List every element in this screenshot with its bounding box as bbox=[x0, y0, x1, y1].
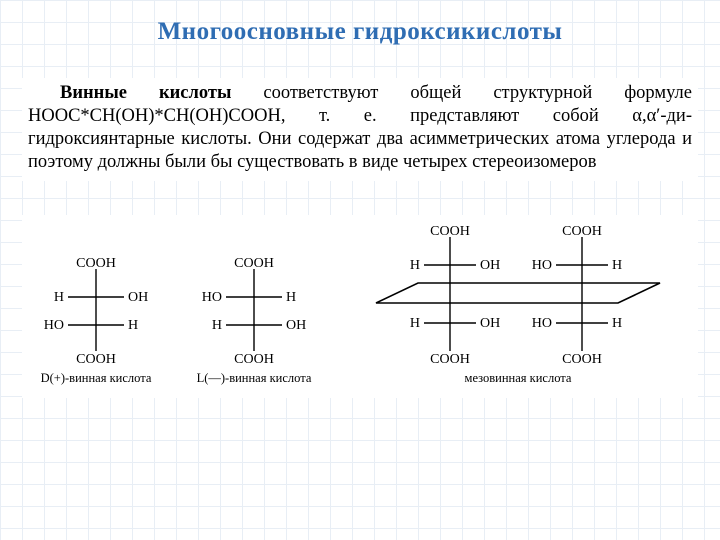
caption-meso: мезовинная кислота bbox=[342, 371, 694, 386]
svg-text:OH: OH bbox=[128, 290, 148, 305]
svg-text:HO: HO bbox=[532, 258, 552, 273]
svg-text:H: H bbox=[54, 290, 64, 305]
structures-row: COOH H OH HO H COOH D(+)-винная кислота bbox=[22, 215, 698, 398]
fischer-d-plus: COOH H OH HO H COOH bbox=[26, 255, 166, 365]
svg-text:HO: HO bbox=[44, 318, 64, 333]
svg-text:H: H bbox=[410, 316, 420, 331]
svg-text:COOH: COOH bbox=[430, 225, 470, 239]
structure-d-plus: COOH H OH HO H COOH D(+)-винная кислота bbox=[26, 255, 166, 386]
svg-text:H: H bbox=[286, 290, 296, 305]
svg-text:COOH: COOH bbox=[76, 352, 116, 365]
svg-text:COOH: COOH bbox=[562, 352, 602, 365]
svg-text:COOH: COOH bbox=[430, 352, 470, 365]
svg-text:H: H bbox=[612, 258, 622, 273]
svg-text:H: H bbox=[410, 258, 420, 273]
caption-l-minus: L(—)-винная кислота bbox=[184, 371, 324, 386]
svg-text:HO: HO bbox=[202, 290, 222, 305]
svg-text:H: H bbox=[612, 316, 622, 331]
svg-text:OH: OH bbox=[480, 316, 500, 331]
svg-text:H: H bbox=[212, 318, 222, 333]
svg-text:H: H bbox=[128, 318, 138, 333]
structure-l-minus: COOH HO H H OH COOH L(—)-винная кислота bbox=[184, 255, 324, 386]
svg-text:OH: OH bbox=[480, 258, 500, 273]
svg-text:COOH: COOH bbox=[234, 352, 274, 365]
svg-text:HO: HO bbox=[532, 316, 552, 331]
meso-diagram: COOH H OH H OH COOH COOH HO H HO bbox=[368, 225, 668, 365]
slide-content: Многоосновные гидроксикислоты Винные кис… bbox=[0, 0, 720, 398]
svg-text:COOH: COOH bbox=[76, 256, 116, 271]
slide-title: Многоосновные гидроксикислоты bbox=[0, 0, 720, 52]
body-paragraph: Винные кислоты соответствуют общей струк… bbox=[22, 78, 698, 181]
svg-text:OH: OH bbox=[286, 318, 306, 333]
structure-meso: COOH H OH H OH COOH COOH HO H HO bbox=[342, 225, 694, 386]
svg-text:COOH: COOH bbox=[562, 225, 602, 239]
caption-d-plus: D(+)-винная кислота bbox=[26, 371, 166, 386]
svg-text:COOH: COOH bbox=[234, 256, 274, 271]
bold-lead: Винные кислоты bbox=[60, 83, 231, 103]
fischer-l-minus: COOH HO H H OH COOH bbox=[184, 255, 324, 365]
